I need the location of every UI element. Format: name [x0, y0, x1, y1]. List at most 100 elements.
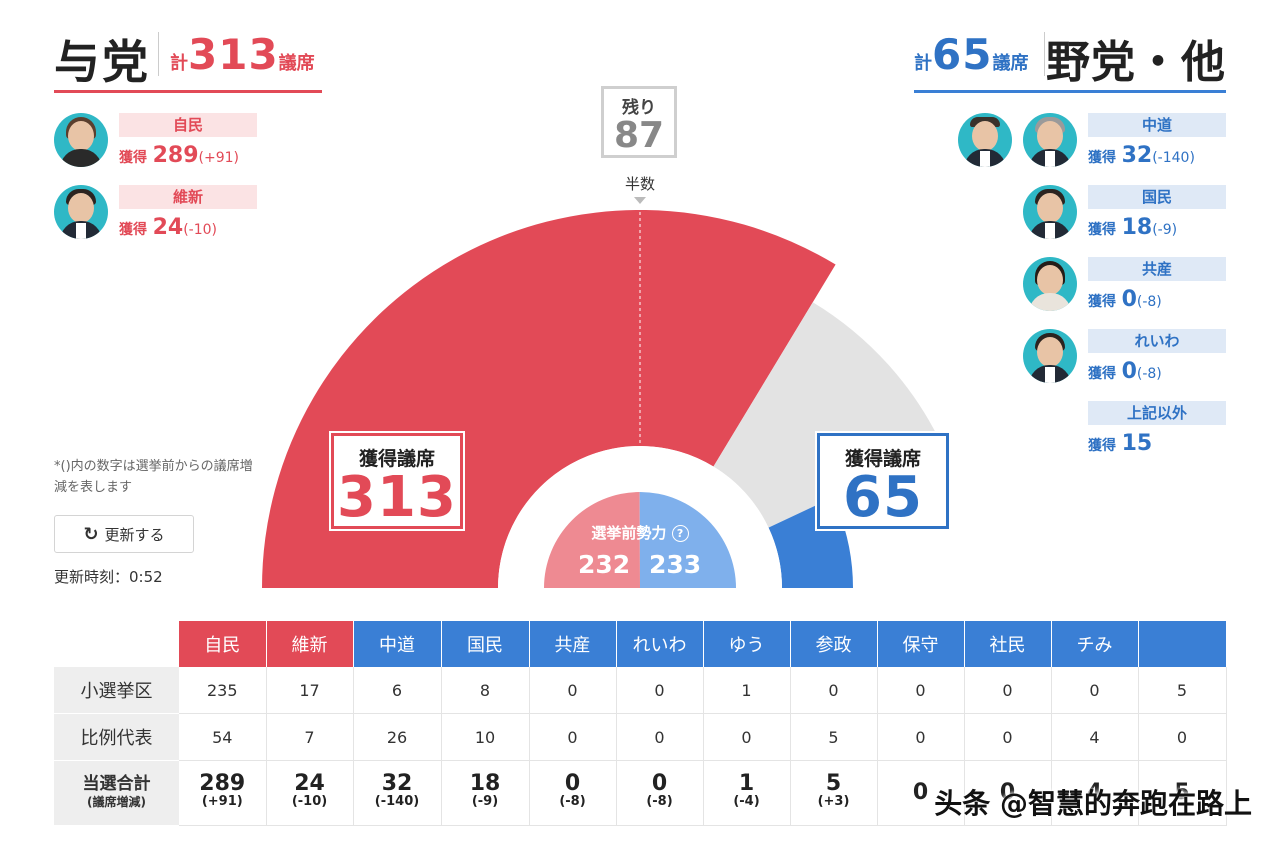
table-cell-total: 0 — [877, 760, 965, 826]
table-cell: 0 — [616, 713, 704, 761]
party-stat-chudo: 獲得 32(-140) — [1088, 143, 1195, 168]
table-cell: 0 — [964, 713, 1052, 761]
majority-marker — [634, 197, 646, 204]
party-label-chudo: 中道 — [1088, 113, 1226, 137]
party-stat-others: 獲得 15 — [1088, 431, 1153, 456]
note-text: *()内の数字は選挙前からの議席増減を表します — [54, 459, 253, 495]
table-cell: 54 — [179, 713, 267, 761]
table-cell: 8 — [441, 667, 530, 714]
table-cell: 0 — [877, 667, 965, 714]
ruling-seats-box: 獲得議席 313 — [329, 431, 465, 531]
column-header: 保守 — [877, 621, 965, 667]
table-cell: 6 — [353, 667, 442, 714]
header-divider — [1044, 32, 1045, 76]
row-label-district: 小選挙区 — [54, 667, 179, 714]
party-label-reiwa: れいわ — [1088, 329, 1226, 353]
party-label-kokumin: 国民 — [1088, 185, 1226, 209]
previous-strength-segment-ruling — [544, 492, 640, 588]
table-cell: 0 — [790, 667, 878, 714]
seats-label: 獲得議席 — [844, 448, 921, 470]
avatar-reiwa — [1023, 329, 1077, 383]
avatar-ishin — [54, 185, 108, 239]
avatar-kyosan — [1023, 257, 1077, 311]
table-cell: 0 — [964, 667, 1052, 714]
results-table: 自民 維新 中道 国民 共産 れいわ ゆう 参政 保守 社民 チみ 小選挙区 235 17 6 8 0 0 1 0… — [54, 621, 1227, 826]
table-cell: 0 — [703, 713, 791, 761]
update-button[interactable]: ↻ 更新する — [54, 515, 194, 553]
table-cell-total: 4 — [1051, 760, 1139, 826]
remaining-seats-box: 残り 87 — [601, 86, 677, 158]
avatar-chudo-2 — [1023, 113, 1077, 167]
table-cell: 5 — [1138, 667, 1227, 714]
ruling-total: 計313議席 — [170, 30, 315, 79]
table-cell: 0 — [1051, 667, 1139, 714]
table-cell: 0 — [529, 713, 617, 761]
table-header-row: 自民 維新 中道 国民 共産 れいわ ゆう 参政 保守 社民 チみ — [54, 621, 1227, 667]
ruling-bloc-header: 与党 計313議席 — [54, 22, 322, 93]
column-header: ゆう — [703, 621, 791, 667]
table-row-pr: 比例代表 54 7 26 10 0 0 0 5 0 0 4 0 — [54, 713, 1227, 761]
party-label-jimin: 自民 — [119, 113, 257, 137]
previous-opposition-value: 233 — [649, 550, 702, 579]
party-stat-reiwa: 獲得 0(-8) — [1088, 359, 1162, 384]
column-header: 国民 — [441, 621, 530, 667]
table-cell: 4 — [1051, 713, 1139, 761]
table-cell: 10 — [441, 713, 530, 761]
opposition-seats-value: 65 — [843, 465, 923, 530]
column-header: 社民 — [964, 621, 1052, 667]
hemicycle-gap-ring — [498, 446, 782, 588]
ruling-seats-value: 313 — [337, 465, 457, 530]
seats-label: 獲得議席 — [358, 448, 435, 470]
opposition-bloc-name: 野党・他 — [1046, 37, 1226, 88]
table-cell-total: 18 (-9) — [441, 760, 530, 826]
table-cell: 235 — [179, 667, 267, 714]
table-cell-total: 24 (-10) — [266, 760, 354, 826]
table-cell-total: 1 (-4) — [703, 760, 791, 826]
table-corner — [54, 621, 179, 667]
previous-strength-label: 選挙前勢力 ? — [560, 522, 720, 543]
table-cell-total: 0 — [964, 760, 1052, 826]
header-divider — [158, 32, 159, 76]
avatar-chudo-1 — [958, 113, 1012, 167]
table-cell-total: 289 (+91) — [179, 760, 267, 826]
refresh-icon: ↻ — [83, 523, 99, 545]
table-row-total: 当選合計 (議席増減) 289 (+91) 24 (-10) 32 (-140) 18 (-9… — [54, 760, 1227, 826]
party-stat-kyosan: 獲得 0(-8) — [1088, 287, 1162, 312]
party-label-others: 上記以外 — [1088, 401, 1226, 425]
column-header: れいわ — [616, 621, 704, 667]
party-label-kyosan: 共産 — [1088, 257, 1226, 281]
previous-ruling-value: 232 — [578, 550, 631, 579]
table-row-district: 小選挙区 235 17 6 8 0 0 1 0 0 0 0 5 — [54, 667, 1227, 714]
party-label-ishin: 維新 — [119, 185, 257, 209]
column-header: 自民 — [179, 621, 267, 667]
table-cell: 0 — [529, 667, 617, 714]
update-time: 更新時刻：0:52 — [54, 568, 163, 586]
row-label-pr: 比例代表 — [54, 713, 179, 761]
party-stat-kokumin: 獲得 18(-9) — [1088, 215, 1178, 240]
opposition-total-number: 65 — [932, 30, 993, 79]
table-cell: 0 — [616, 667, 704, 714]
table-cell: 7 — [266, 713, 354, 761]
opposition-seats-box: 獲得議席 65 — [815, 431, 951, 531]
watermark: 头条 @智慧的奔跑在路上 — [934, 787, 1252, 820]
table-cell-total: 32 (-140) — [353, 760, 442, 826]
avatar-jimin — [54, 113, 108, 167]
table-cell-total: 5 — [1138, 760, 1227, 826]
row-label-total: 当選合計 (議席増減) — [54, 760, 179, 826]
ruling-total-number: 313 — [188, 30, 279, 79]
table-cell: 5 — [790, 713, 878, 761]
table-cell-total: 5 (+3) — [790, 760, 878, 826]
majority-label: 半数 — [624, 175, 655, 193]
party-stat-ishin: 獲得 24(-10) — [119, 215, 217, 240]
table-cell-total: 0 (-8) — [616, 760, 704, 826]
table-cell: 0 — [877, 713, 965, 761]
opposition-bloc-header: 計65議席 野党・他 — [914, 22, 1226, 93]
table-cell: 26 — [353, 713, 442, 761]
update-button-label: 更新する — [104, 525, 165, 544]
table-cell-total: 0 (-8) — [529, 760, 617, 826]
column-header: チみ — [1051, 621, 1139, 667]
remaining-value: 87 — [613, 115, 665, 156]
ruling-bloc-name: 与党 — [54, 35, 150, 89]
column-header: 参政 — [790, 621, 878, 667]
help-icon[interactable]: ? — [671, 525, 689, 542]
